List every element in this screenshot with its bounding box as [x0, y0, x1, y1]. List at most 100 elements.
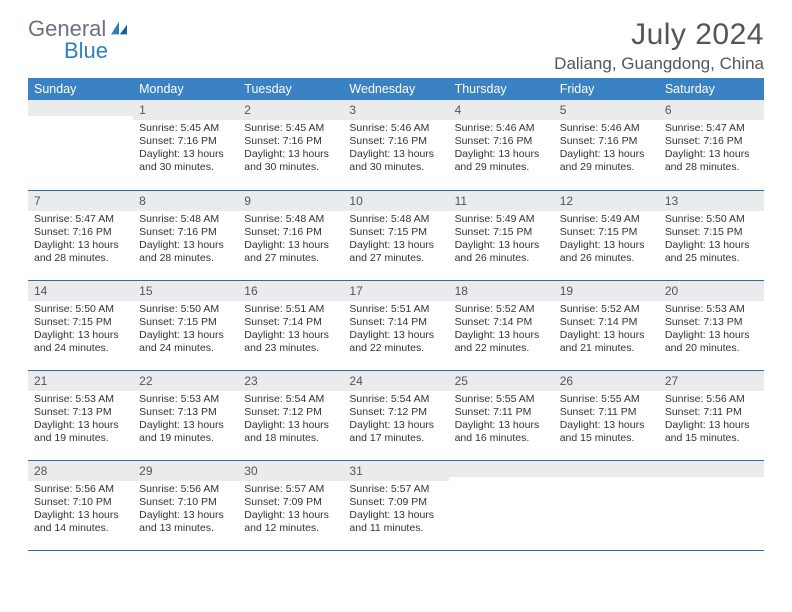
day-content: Sunrise: 5:55 AMSunset: 7:11 PMDaylight:…	[554, 391, 659, 451]
day-content: Sunrise: 5:46 AMSunset: 7:16 PMDaylight:…	[554, 120, 659, 180]
calendar-day-cell: 18Sunrise: 5:52 AMSunset: 7:14 PMDayligh…	[449, 280, 554, 370]
day-content: Sunrise: 5:56 AMSunset: 7:10 PMDaylight:…	[133, 481, 238, 541]
calendar-day-cell: 2Sunrise: 5:45 AMSunset: 7:16 PMDaylight…	[238, 100, 343, 190]
day-number: 21	[28, 371, 133, 391]
calendar-day-cell: 27Sunrise: 5:56 AMSunset: 7:11 PMDayligh…	[659, 370, 764, 460]
weekday-header: Friday	[554, 78, 659, 100]
calendar-day-cell: 20Sunrise: 5:53 AMSunset: 7:13 PMDayligh…	[659, 280, 764, 370]
calendar-day-cell: 21Sunrise: 5:53 AMSunset: 7:13 PMDayligh…	[28, 370, 133, 460]
day-content: Sunrise: 5:48 AMSunset: 7:16 PMDaylight:…	[238, 211, 343, 271]
weekday-header: Wednesday	[343, 78, 448, 100]
calendar-day-cell: 16Sunrise: 5:51 AMSunset: 7:14 PMDayligh…	[238, 280, 343, 370]
day-number: 13	[659, 191, 764, 211]
day-content: Sunrise: 5:56 AMSunset: 7:10 PMDaylight:…	[28, 481, 133, 541]
day-content: Sunrise: 5:48 AMSunset: 7:16 PMDaylight:…	[133, 211, 238, 271]
day-number: 12	[554, 191, 659, 211]
day-number: 7	[28, 191, 133, 211]
day-content: Sunrise: 5:51 AMSunset: 7:14 PMDaylight:…	[238, 301, 343, 361]
day-number: 2	[238, 100, 343, 120]
day-content: Sunrise: 5:50 AMSunset: 7:15 PMDaylight:…	[28, 301, 133, 361]
calendar-day-cell: 11Sunrise: 5:49 AMSunset: 7:15 PMDayligh…	[449, 190, 554, 280]
calendar-week-row: 7Sunrise: 5:47 AMSunset: 7:16 PMDaylight…	[28, 190, 764, 280]
day-number: 22	[133, 371, 238, 391]
logo-text-blue: Blue	[64, 38, 108, 63]
calendar-day-cell: 3Sunrise: 5:46 AMSunset: 7:16 PMDaylight…	[343, 100, 448, 190]
calendar-day-cell: 12Sunrise: 5:49 AMSunset: 7:15 PMDayligh…	[554, 190, 659, 280]
logo: GeneralBlue	[28, 18, 130, 62]
day-content: Sunrise: 5:45 AMSunset: 7:16 PMDaylight:…	[133, 120, 238, 180]
day-number: 6	[659, 100, 764, 120]
calendar-day-cell: 10Sunrise: 5:48 AMSunset: 7:15 PMDayligh…	[343, 190, 448, 280]
day-number	[554, 461, 659, 477]
calendar-day-cell: 14Sunrise: 5:50 AMSunset: 7:15 PMDayligh…	[28, 280, 133, 370]
day-content: Sunrise: 5:46 AMSunset: 7:16 PMDaylight:…	[449, 120, 554, 180]
calendar-day-cell: 28Sunrise: 5:56 AMSunset: 7:10 PMDayligh…	[28, 460, 133, 550]
day-number: 15	[133, 281, 238, 301]
day-number: 1	[133, 100, 238, 120]
day-content: Sunrise: 5:48 AMSunset: 7:15 PMDaylight:…	[343, 211, 448, 271]
calendar-day-cell: 30Sunrise: 5:57 AMSunset: 7:09 PMDayligh…	[238, 460, 343, 550]
calendar-day-cell: 7Sunrise: 5:47 AMSunset: 7:16 PMDaylight…	[28, 190, 133, 280]
calendar-day-cell: 9Sunrise: 5:48 AMSunset: 7:16 PMDaylight…	[238, 190, 343, 280]
calendar-day-cell	[554, 460, 659, 550]
calendar-day-cell: 4Sunrise: 5:46 AMSunset: 7:16 PMDaylight…	[449, 100, 554, 190]
calendar-week-row: 14Sunrise: 5:50 AMSunset: 7:15 PMDayligh…	[28, 280, 764, 370]
day-number: 11	[449, 191, 554, 211]
day-content: Sunrise: 5:55 AMSunset: 7:11 PMDaylight:…	[449, 391, 554, 451]
day-content: Sunrise: 5:54 AMSunset: 7:12 PMDaylight:…	[343, 391, 448, 451]
day-number: 10	[343, 191, 448, 211]
day-content: Sunrise: 5:53 AMSunset: 7:13 PMDaylight:…	[28, 391, 133, 451]
calendar-day-cell: 29Sunrise: 5:56 AMSunset: 7:10 PMDayligh…	[133, 460, 238, 550]
day-number: 14	[28, 281, 133, 301]
calendar-day-cell	[28, 100, 133, 190]
day-number: 20	[659, 281, 764, 301]
calendar-day-cell: 23Sunrise: 5:54 AMSunset: 7:12 PMDayligh…	[238, 370, 343, 460]
day-number	[659, 461, 764, 477]
day-number: 23	[238, 371, 343, 391]
day-content: Sunrise: 5:56 AMSunset: 7:11 PMDaylight:…	[659, 391, 764, 451]
day-number: 28	[28, 461, 133, 481]
location-subtitle: Daliang, Guangdong, China	[554, 54, 764, 74]
day-number	[28, 100, 133, 116]
calendar-day-cell: 5Sunrise: 5:46 AMSunset: 7:16 PMDaylight…	[554, 100, 659, 190]
day-content: Sunrise: 5:52 AMSunset: 7:14 PMDaylight:…	[554, 301, 659, 361]
day-number: 18	[449, 281, 554, 301]
weekday-header: Tuesday	[238, 78, 343, 100]
logo-sail-icon	[108, 18, 130, 40]
day-number: 26	[554, 371, 659, 391]
day-content: Sunrise: 5:52 AMSunset: 7:14 PMDaylight:…	[449, 301, 554, 361]
day-number	[449, 461, 554, 477]
calendar-day-cell	[449, 460, 554, 550]
day-number: 16	[238, 281, 343, 301]
calendar-table: SundayMondayTuesdayWednesdayThursdayFrid…	[28, 78, 764, 551]
day-content: Sunrise: 5:46 AMSunset: 7:16 PMDaylight:…	[343, 120, 448, 180]
day-content: Sunrise: 5:53 AMSunset: 7:13 PMDaylight:…	[659, 301, 764, 361]
day-number: 19	[554, 281, 659, 301]
weekday-header: Monday	[133, 78, 238, 100]
day-number: 4	[449, 100, 554, 120]
calendar-day-cell: 13Sunrise: 5:50 AMSunset: 7:15 PMDayligh…	[659, 190, 764, 280]
calendar-day-cell: 25Sunrise: 5:55 AMSunset: 7:11 PMDayligh…	[449, 370, 554, 460]
weekday-header: Saturday	[659, 78, 764, 100]
day-content: Sunrise: 5:47 AMSunset: 7:16 PMDaylight:…	[28, 211, 133, 271]
day-number: 31	[343, 461, 448, 481]
weekday-header: Thursday	[449, 78, 554, 100]
calendar-day-cell: 1Sunrise: 5:45 AMSunset: 7:16 PMDaylight…	[133, 100, 238, 190]
calendar-day-cell: 31Sunrise: 5:57 AMSunset: 7:09 PMDayligh…	[343, 460, 448, 550]
calendar-day-cell	[659, 460, 764, 550]
day-content: Sunrise: 5:57 AMSunset: 7:09 PMDaylight:…	[238, 481, 343, 541]
calendar-day-cell: 6Sunrise: 5:47 AMSunset: 7:16 PMDaylight…	[659, 100, 764, 190]
day-number: 5	[554, 100, 659, 120]
day-content: Sunrise: 5:53 AMSunset: 7:13 PMDaylight:…	[133, 391, 238, 451]
day-content: Sunrise: 5:50 AMSunset: 7:15 PMDaylight:…	[659, 211, 764, 271]
calendar-day-cell: 17Sunrise: 5:51 AMSunset: 7:14 PMDayligh…	[343, 280, 448, 370]
day-number: 25	[449, 371, 554, 391]
day-number: 30	[238, 461, 343, 481]
day-number: 24	[343, 371, 448, 391]
day-content: Sunrise: 5:45 AMSunset: 7:16 PMDaylight:…	[238, 120, 343, 180]
calendar-day-cell: 19Sunrise: 5:52 AMSunset: 7:14 PMDayligh…	[554, 280, 659, 370]
day-number: 29	[133, 461, 238, 481]
day-content: Sunrise: 5:47 AMSunset: 7:16 PMDaylight:…	[659, 120, 764, 180]
calendar-week-row: 1Sunrise: 5:45 AMSunset: 7:16 PMDaylight…	[28, 100, 764, 190]
day-content: Sunrise: 5:51 AMSunset: 7:14 PMDaylight:…	[343, 301, 448, 361]
